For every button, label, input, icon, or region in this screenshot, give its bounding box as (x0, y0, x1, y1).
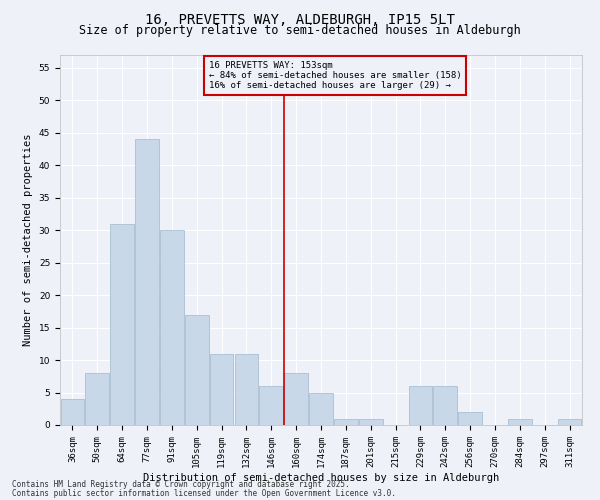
Bar (433, 386, 457, 425)
Bar (409, 386, 432, 425)
Bar (160, 230, 184, 425)
Bar (284, 373, 308, 425)
Bar (309, 392, 333, 425)
Bar (359, 418, 383, 425)
Bar (259, 386, 283, 425)
Bar (334, 418, 358, 425)
Text: Contains HM Land Registry data © Crown copyright and database right 2025.: Contains HM Land Registry data © Crown c… (12, 480, 350, 489)
Text: 16 PREVETTS WAY: 153sqm
← 84% of semi-detached houses are smaller (158)
16% of s: 16 PREVETTS WAY: 153sqm ← 84% of semi-de… (209, 60, 461, 90)
Bar (558, 418, 581, 425)
Bar (210, 354, 233, 425)
Y-axis label: Number of semi-detached properties: Number of semi-detached properties (23, 134, 33, 346)
Text: Contains public sector information licensed under the Open Government Licence v3: Contains public sector information licen… (12, 488, 396, 498)
X-axis label: Distribution of semi-detached houses by size in Aldeburgh: Distribution of semi-detached houses by … (143, 472, 499, 482)
Bar (85, 373, 109, 425)
Bar (135, 140, 159, 425)
Bar (110, 224, 134, 425)
Text: 16, PREVETTS WAY, ALDEBURGH, IP15 5LT: 16, PREVETTS WAY, ALDEBURGH, IP15 5LT (145, 12, 455, 26)
Bar (185, 314, 209, 425)
Bar (458, 412, 482, 425)
Bar (61, 399, 84, 425)
Bar (235, 354, 258, 425)
Bar (508, 418, 532, 425)
Text: Size of property relative to semi-detached houses in Aldeburgh: Size of property relative to semi-detach… (79, 24, 521, 37)
